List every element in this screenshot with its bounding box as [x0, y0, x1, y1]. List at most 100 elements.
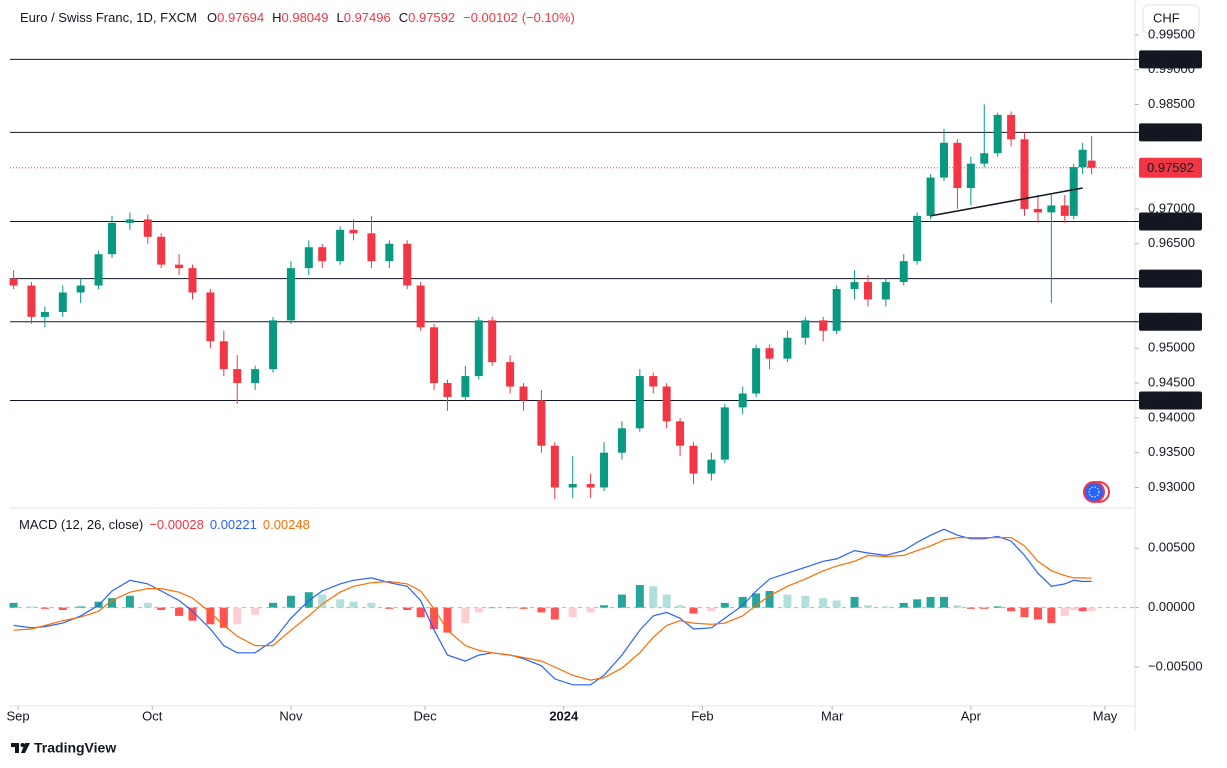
- histogram-bar: [765, 591, 774, 608]
- x-tick-label: Nov: [279, 708, 303, 723]
- candle-body: [765, 348, 774, 359]
- readout-letter: H: [272, 10, 281, 25]
- histogram-bar: [863, 605, 872, 608]
- histogram-bar: [27, 606, 36, 608]
- candle-body: [269, 320, 278, 370]
- macd-readout: 0.00248: [263, 517, 310, 532]
- histogram-bar: [720, 602, 729, 608]
- histogram-bar: [219, 607, 228, 628]
- candle-body: [304, 247, 313, 269]
- histogram-bar: [506, 607, 515, 609]
- candle-body: [506, 362, 515, 387]
- candle-body: [430, 327, 439, 384]
- candle-body: [206, 292, 215, 342]
- x-tick-label: 2024: [549, 708, 579, 723]
- candle-body: [219, 341, 228, 370]
- level-label-box: [1139, 50, 1202, 69]
- candle-body: [318, 247, 327, 262]
- candle-body: [76, 285, 85, 293]
- readout-value: 0.97496: [344, 10, 391, 25]
- macd-line: [13, 528, 1092, 686]
- candle-body: [993, 114, 1002, 154]
- candle-body: [568, 484, 577, 488]
- histogram-bar: [600, 605, 609, 608]
- candle-body: [537, 400, 546, 446]
- histogram-bar: [349, 601, 358, 608]
- histogram-bar: [143, 602, 152, 608]
- histogram-bar: [568, 607, 577, 618]
- candle-body: [403, 243, 412, 286]
- histogram-bar: [188, 607, 197, 621]
- histogram-bar: [488, 607, 497, 609]
- candle-body: [953, 142, 962, 189]
- candle-body: [1020, 139, 1029, 209]
- histogram-bar: [206, 607, 215, 625]
- histogram-bar: [286, 595, 295, 608]
- histogram-bar: [1060, 607, 1069, 616]
- y-tick-label: 0.95000: [1148, 340, 1195, 355]
- candle-body: [349, 229, 358, 234]
- histogram-bar: [403, 607, 412, 610]
- histogram-bar: [819, 598, 828, 608]
- readout-letter: O: [207, 10, 217, 25]
- candle-body: [251, 369, 260, 384]
- last-price-box: [1139, 157, 1202, 178]
- candle-body: [519, 386, 528, 401]
- level-label: 0.98100: [1147, 125, 1194, 140]
- candle-body: [550, 445, 559, 488]
- histogram-bar: [689, 607, 698, 614]
- histogram-bar: [801, 595, 810, 608]
- candle-body: [1078, 149, 1087, 168]
- histogram-bar: [676, 605, 685, 608]
- candle-body: [1007, 114, 1016, 140]
- candle-body: [635, 376, 644, 429]
- candle-body: [40, 312, 49, 317]
- histogram-bar: [617, 594, 626, 608]
- level-label-box: [1139, 269, 1202, 288]
- macd-readout: 0.00221: [210, 517, 257, 532]
- level-label-box: [1139, 312, 1202, 331]
- candle-body: [600, 452, 609, 488]
- macd-title: MACD (12, 26, close) −0.00028 0.00221 0.002…: [19, 517, 310, 532]
- histogram-bar: [157, 607, 166, 610]
- candle-body: [175, 264, 184, 269]
- histogram-bar: [385, 607, 394, 609]
- histogram-bar: [913, 599, 922, 608]
- candle-body: [188, 268, 197, 293]
- y-tick-label: 0.96500: [1148, 235, 1195, 250]
- histogram-bar: [635, 585, 644, 608]
- histogram-bar: [850, 596, 859, 608]
- candle-body: [676, 421, 685, 446]
- y-tick-label: −0.00500: [1148, 658, 1203, 673]
- level-label-box: [1139, 123, 1202, 142]
- histogram-bar: [1087, 607, 1096, 611]
- histogram-bar: [926, 596, 935, 608]
- trendline: [930, 187, 1083, 217]
- candle-body: [1069, 167, 1078, 216]
- histogram-bar: [1007, 607, 1016, 612]
- macd-readout: −0.00028: [149, 517, 204, 532]
- currency-button[interactable]: [1142, 4, 1200, 34]
- candle-body: [107, 222, 116, 255]
- histogram-bar: [1047, 607, 1056, 624]
- currency[interactable]: CHF: [1153, 10, 1180, 25]
- histogram-bar: [537, 607, 546, 613]
- histogram-bar: [233, 607, 242, 625]
- candle-body: [461, 376, 470, 397]
- y-tick-label: 0.00500: [1148, 540, 1195, 555]
- readout-value: 0.97592: [408, 10, 455, 25]
- y-tick-label: 0.93000: [1148, 479, 1195, 494]
- candle-body: [94, 254, 103, 286]
- candle-body: [913, 215, 922, 262]
- candle-body: [233, 369, 242, 384]
- histogram-bar: [76, 606, 85, 608]
- candle-body: [157, 236, 166, 265]
- y-tick-label: 0.00000: [1148, 599, 1195, 614]
- candle-body: [336, 229, 345, 262]
- macd-line: [13, 537, 1092, 681]
- candle-body: [125, 219, 134, 223]
- y-tick-label: 0.97000: [1148, 200, 1195, 215]
- candle-body: [720, 407, 729, 460]
